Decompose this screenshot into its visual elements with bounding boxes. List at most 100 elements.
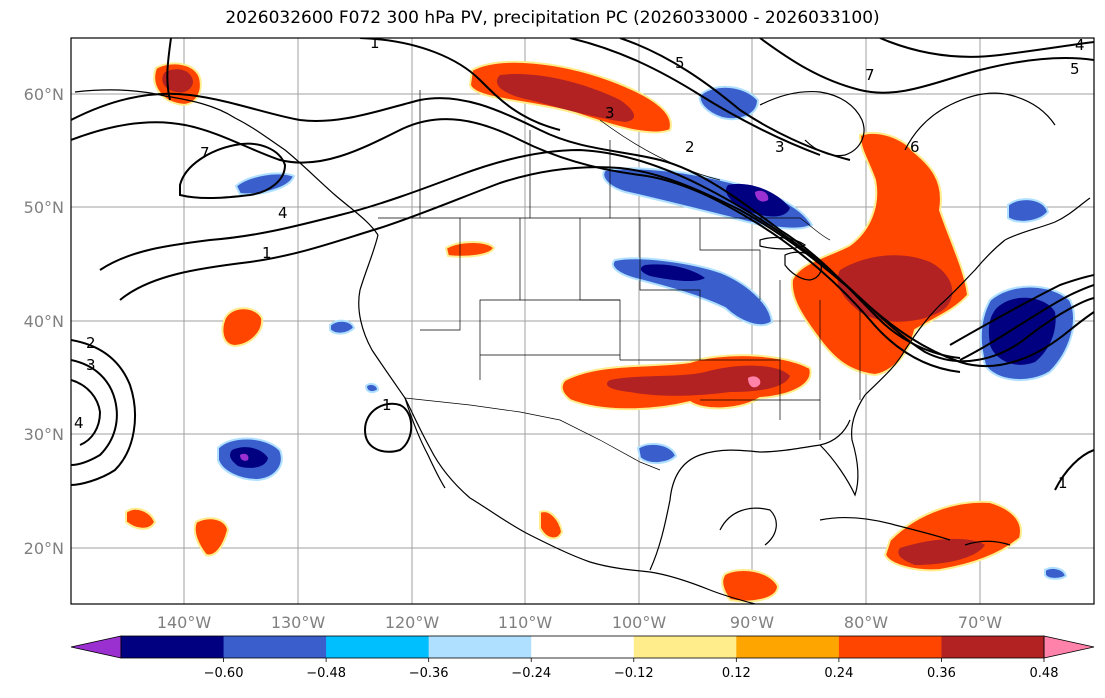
contour-label: 1 xyxy=(370,34,380,52)
map-frame xyxy=(70,37,1095,605)
precip-central-america xyxy=(721,569,780,603)
pv-contour-north-3 xyxy=(569,38,821,156)
lon-label-70: 70°W xyxy=(958,613,1002,632)
coastline-yucatan xyxy=(719,507,777,546)
coastline-great-lakes xyxy=(784,251,822,281)
contour-label: 2 xyxy=(685,138,695,156)
precip-southern-plains-peak xyxy=(748,376,761,388)
pv-contour-north-6 xyxy=(879,38,1094,58)
contour-label: 4 xyxy=(1075,36,1085,54)
pv-contour-c xyxy=(99,148,1094,363)
precip-neg-canada-1-peak xyxy=(755,190,769,202)
contour-label: 3 xyxy=(605,104,615,122)
colorbar-tick-label: 0.12 xyxy=(722,666,751,681)
contour-label: 7 xyxy=(200,144,210,162)
contour-label: 1 xyxy=(382,396,392,414)
coastline-west-us xyxy=(358,234,471,499)
colorbar-swatch xyxy=(736,636,840,658)
coastline-florida xyxy=(819,394,866,497)
map-title: 2026032600 F072 300 hPa PV, precipitatio… xyxy=(225,8,880,28)
lon-label-140: 140°W xyxy=(157,613,212,632)
lon-label-130: 130°W xyxy=(271,613,326,632)
lon-axis: 140°W 130°W 120°W 110°W 100°W 90°W 80°W … xyxy=(157,613,1002,632)
lat-label-50: 50°N xyxy=(24,198,64,217)
lon-label-120: 120°W xyxy=(385,613,440,632)
precip-negative-areas xyxy=(217,85,1075,580)
contour-label: 3 xyxy=(86,356,96,374)
border-us-canada xyxy=(378,217,831,241)
contour-label: 7 xyxy=(865,66,875,84)
coastline-baja xyxy=(404,397,446,489)
precip-neg-pacific-core xyxy=(230,447,268,468)
precip-neg-canada-1-core xyxy=(725,183,790,217)
pv-contour-b xyxy=(71,118,961,373)
precip-southern-plains-core xyxy=(606,365,790,396)
contour-label: 2 xyxy=(86,334,96,352)
coastline-hispaniola xyxy=(964,540,1011,546)
pv-contour-labels: 1 5 3 2 3 7 7 4 1 2 3 4 1 1 5 4 6 xyxy=(74,34,1085,492)
pv-contours xyxy=(71,38,1094,491)
coastlines xyxy=(74,89,1091,604)
colorbar-extend-high xyxy=(1043,635,1095,659)
precip-caribbean-core xyxy=(898,538,985,565)
colorbar-outline xyxy=(120,635,1045,659)
coastline-cuba xyxy=(819,516,951,541)
state-borders xyxy=(378,90,861,471)
pv-contour-west-2 xyxy=(71,359,118,466)
map-content: 1 5 3 2 3 7 7 4 1 2 3 4 1 1 5 4 6 xyxy=(71,34,1094,604)
pv-contour-east-3 xyxy=(1054,449,1094,491)
colorbar-swatch xyxy=(121,636,225,658)
colorbar-tick-label: −0.36 xyxy=(409,666,449,681)
precip-neg-texas-coast xyxy=(636,442,678,464)
precip-neg-pacific-peak xyxy=(240,453,249,461)
colorbar-swatch xyxy=(326,636,430,658)
colorbar-swatch xyxy=(633,636,737,658)
precip-pacific-1 xyxy=(221,307,264,348)
lat-label-40: 40°N xyxy=(24,312,64,331)
coastline-quebec xyxy=(904,92,1056,151)
colorbar-extend-low xyxy=(70,635,122,659)
colorbar-tick-label: 0.24 xyxy=(824,666,853,681)
lon-label-90: 90°W xyxy=(730,613,774,632)
border-us-mexico xyxy=(404,397,661,471)
pv-contour-north-4 xyxy=(619,38,851,161)
precip-pacific-4 xyxy=(193,517,230,557)
colorbar-tick-label: 0.36 xyxy=(927,666,956,681)
pv-contour-west-1 xyxy=(71,339,136,486)
pv-contour-d xyxy=(119,166,1094,367)
colorbar-tick-label: −0.60 xyxy=(204,666,244,681)
precip-pacific-2 xyxy=(444,241,496,258)
pv-contour-west-3 xyxy=(71,379,102,446)
contour-label: 6 xyxy=(910,138,920,156)
colorbar: −0.60 −0.48 −0.36 −0.24 −0.12 0.12 0.24 0.36 0.4… xyxy=(70,635,1095,681)
precip-neg-newfoundland xyxy=(1007,198,1050,223)
coastline-gulf xyxy=(649,419,851,571)
lon-label-100: 100°W xyxy=(612,613,667,632)
pv-contour-north-1 xyxy=(166,38,172,101)
precip-neg-baja xyxy=(364,382,380,394)
contour-label: 1 xyxy=(262,244,272,262)
pv-contour-north-2 xyxy=(359,38,561,131)
pv-contour-alaska-ring xyxy=(179,142,287,200)
contour-label: 4 xyxy=(74,414,84,432)
colorbar-tick-label: −0.48 xyxy=(306,666,346,681)
precip-pacific-3 xyxy=(125,507,157,530)
coastline-alaska xyxy=(74,89,379,236)
precip-neg-caribbean xyxy=(1044,567,1068,580)
colorbar-swatch xyxy=(428,636,532,658)
contour-label: 4 xyxy=(278,204,288,222)
contour-label: 1 xyxy=(1058,474,1068,492)
precip-mexico xyxy=(539,510,564,540)
precip-neg-california xyxy=(329,319,356,335)
lat-label-20: 20°N xyxy=(24,539,64,558)
coastline-central-america xyxy=(649,571,756,604)
contour-label: 3 xyxy=(775,138,785,156)
pv-contour-east-1 xyxy=(959,284,1094,361)
colorbar-swatch xyxy=(531,636,635,658)
colorbar-swatch xyxy=(223,636,327,658)
coastline-east-us xyxy=(864,239,1006,396)
pv-contour-ring-1 xyxy=(363,402,413,453)
lat-axis: 60°N 50°N 40°N 30°N 20°N xyxy=(24,85,64,558)
lat-label-60: 60°N xyxy=(24,85,64,104)
